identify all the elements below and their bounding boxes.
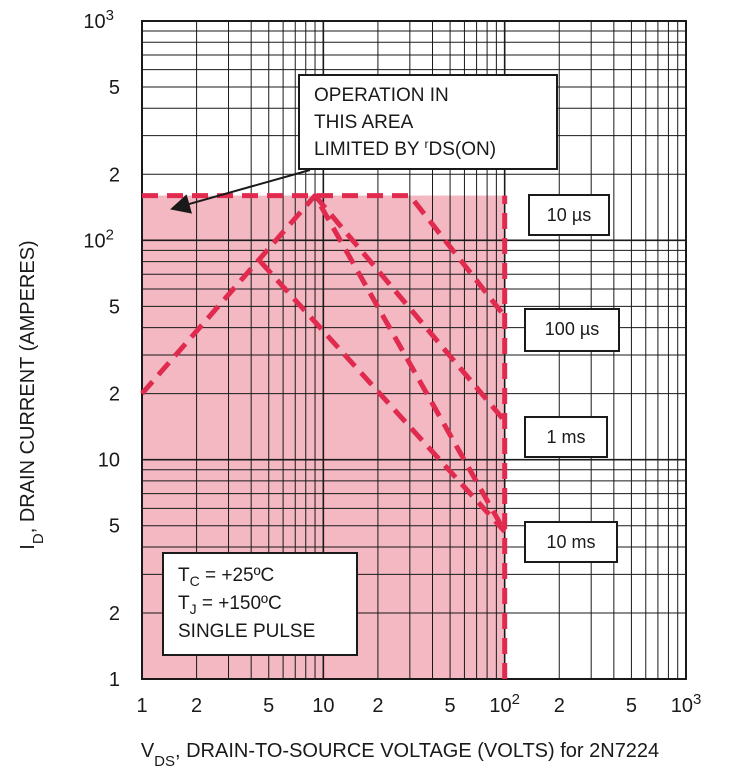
y-tick-label: 5 [109,77,120,99]
plot-frame [141,20,687,680]
rds-annotation-line-1: OPERATION IN [314,85,449,106]
x-tick-label: 1 [136,695,147,717]
series-line-2 [140,193,507,533]
y-tick-label: 2 [109,164,120,186]
annotation-arrow [170,169,311,214]
label-1ms: 1 ms [524,416,608,458]
x-tick-label: 2 [372,695,383,717]
rds-limit-annotation: OPERATION IN THIS AREA LIMITED BY rDS(ON… [298,74,558,170]
x-tick-label: 2 [554,695,565,717]
y-tick-label: 5 [109,296,120,318]
series-line-0 [142,193,507,318]
y-tick-label: 10 [98,450,120,472]
y-tick-label: 102 [83,226,114,252]
rds-annotation-line-3: LIMITED BY rDS(ON) [314,137,497,160]
x-axis-label: VDS, DRAIN-TO-SOURCE VOLTAGE (VOLTS) for… [141,740,659,769]
y-tick-label: 2 [109,603,120,625]
pulse-condition: SINGLE PULSE [178,621,316,642]
conditions-box: TC = +25ºC TJ = +150ºC SINGLE PULSE [162,552,358,656]
y-tick-label: 103 [83,7,114,33]
tj-condition: TJ = +150ºC [178,593,282,617]
y-axis-label: ID, DRAIN CURRENT (AMPERES) [17,240,47,549]
x-tick-label: 10 [312,695,334,717]
label-10ms: 10 ms [524,521,618,563]
label-10us: 10 µs [528,194,610,236]
x-tick-labels: 1 2 5 10 2 5 102 2 5 103 [136,691,701,717]
rds-annotation-line-2: THIS AREA [314,112,414,133]
y-tick-label: 2 [109,384,120,406]
x-tick-label: 5 [626,695,637,717]
series-lines [140,193,508,679]
series-line-3 [258,259,507,534]
x-tick-label: 103 [671,691,702,717]
x-tick-label: 102 [489,691,520,717]
label-100us: 100 µs [524,308,620,352]
tc-condition: TC = +25ºC [178,565,275,589]
y-tick-label: 1 [109,669,120,691]
x-tick-label: 5 [445,695,456,717]
x-tick-label: 5 [263,695,274,717]
y-tick-label: 5 [109,516,120,538]
r-symbol: r [424,137,429,151]
x-tick-label: 2 [191,695,202,717]
